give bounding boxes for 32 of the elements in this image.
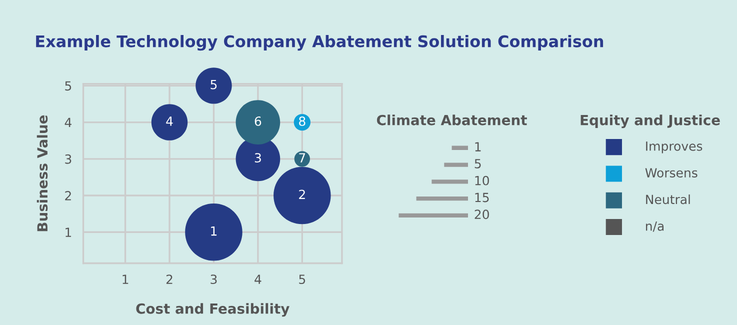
x-tick-label: 2	[166, 274, 172, 284]
annotation: 3	[254, 153, 261, 163]
legend-label: Worsens	[645, 168, 698, 178]
legend-title: Equity and Justice	[580, 114, 720, 128]
y-tick-label: 5	[65, 81, 72, 91]
y-axis-title: Business Value	[36, 115, 48, 232]
legend-label: Neutral	[646, 194, 690, 204]
x-tick-label: 3	[210, 274, 217, 284]
annotation: 4	[166, 116, 173, 126]
y-tick-label: 1	[66, 228, 72, 237]
legend-label: n/a	[646, 222, 664, 232]
chart-title: Example Technology Company Abatement Solution Comparison	[36, 34, 604, 51]
text: 20	[474, 210, 489, 220]
annotation: 5	[210, 80, 217, 90]
annotation: 6	[254, 116, 262, 126]
text: 5	[474, 159, 481, 168]
x-tick-label: 5	[299, 274, 306, 284]
legend-label: Improves	[646, 142, 702, 154]
text: 1	[475, 142, 481, 152]
text: Climate Abatement	[376, 114, 527, 126]
x-tick-label: 4	[254, 274, 262, 284]
annotation: 2	[299, 190, 305, 199]
text: 15	[475, 192, 489, 202]
annotation: 8	[299, 116, 306, 126]
annotation: 7	[299, 153, 306, 162]
annotation: 1	[211, 226, 217, 236]
y-tick-label: 2	[65, 190, 71, 200]
y-tick-label: 3	[65, 154, 72, 164]
x-tick-label: 1	[122, 274, 128, 284]
text: 10	[475, 176, 489, 186]
y-tick-label: 4	[64, 118, 72, 128]
x-axis-title: Cost and Feasibility	[136, 303, 290, 317]
